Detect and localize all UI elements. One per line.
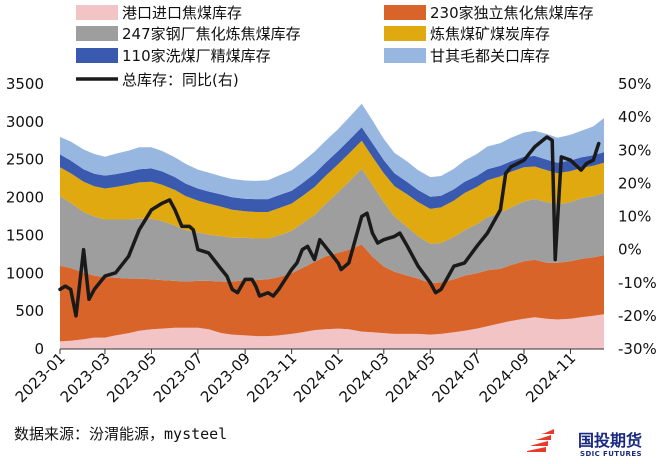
y-right-tick-label: 10% <box>618 208 651 226</box>
x-tick-label: 2024-07 <box>429 349 486 406</box>
legend-label: 港口进口焦煤库存 <box>122 4 242 22</box>
area-stack <box>60 103 604 349</box>
y-right-tick-label: 30% <box>618 141 651 159</box>
legend-label: 247家钢厂焦化炼焦煤库存 <box>122 25 301 43</box>
x-tick-label: 2023-05 <box>103 349 160 406</box>
legend-swatch <box>76 26 118 41</box>
y-left-tick-label: 2000 <box>6 189 44 207</box>
legend-label: 总库存：同比(右) <box>122 71 239 89</box>
legend-swatch <box>384 48 426 63</box>
data-source: 数据来源：汾渭能源，mysteel <box>14 425 227 443</box>
brand-logo-mark <box>527 429 554 452</box>
area-series-1 <box>60 314 604 349</box>
y-left-tick-label: 1000 <box>6 264 44 282</box>
yoy-line-series <box>58 135 601 318</box>
area-series-6 <box>60 103 604 200</box>
y-right-tick-label: -20% <box>618 307 657 325</box>
x-tick-label: 2024-05 <box>382 349 439 406</box>
y-right-tick-label: -30% <box>618 340 657 358</box>
brand-logo: 国投期货 SDIC FUTURES <box>527 429 642 458</box>
legend: 港口进口焦煤库存 230家独立焦化焦煤库存 247家钢厂焦化炼焦煤库存 炼焦煤矿煤炭库… <box>76 4 594 89</box>
y-left-tick-label: 1500 <box>6 226 44 244</box>
brand-name: 国投期货 <box>578 431 642 450</box>
x-tick-label: 2024-09 <box>476 349 533 406</box>
legend-label: 230家独立焦化焦煤库存 <box>430 4 594 22</box>
area-series-5 <box>60 127 604 212</box>
y-right-tick-label: 50% <box>618 75 651 93</box>
legend-label: 甘其毛都关口库存 <box>430 47 550 65</box>
area-series-4 <box>60 140 604 244</box>
x-tick-label: 2023-03 <box>57 349 114 406</box>
y-right-tick-label: 0% <box>618 241 642 259</box>
x-tick-label: 2023-11 <box>243 349 300 406</box>
x-tick-label: 2024-03 <box>336 349 393 406</box>
yoy-line <box>58 135 601 318</box>
area-series-2 <box>60 244 604 342</box>
legend-swatch <box>384 5 426 20</box>
legend-swatch <box>76 5 118 20</box>
y-left-tick-label: 0 <box>34 340 44 358</box>
legend-swatch <box>76 48 118 63</box>
x-tick-label: 2023-09 <box>197 349 254 406</box>
y-left-tick-label: 500 <box>15 302 44 320</box>
x-tick-label: 2023-07 <box>150 349 207 406</box>
y-right-tick-label: 40% <box>618 108 651 126</box>
legend-swatch <box>384 26 426 41</box>
y-left-tick-label: 2500 <box>6 151 44 169</box>
y-right-tick-label: 20% <box>618 174 651 192</box>
brand-name-en: SDIC FUTURES <box>580 450 642 458</box>
y-right-tick-label: -10% <box>618 274 657 292</box>
y-left-tick-label: 3500 <box>6 75 44 93</box>
legend-label: 炼焦煤矿煤炭库存 <box>430 25 550 43</box>
area-series-3 <box>60 168 604 284</box>
y-left-tick-label: 3000 <box>6 113 44 131</box>
legend-label: 110家洗煤厂精煤库存 <box>122 47 271 65</box>
x-tick-label: 2024-11 <box>522 349 579 406</box>
